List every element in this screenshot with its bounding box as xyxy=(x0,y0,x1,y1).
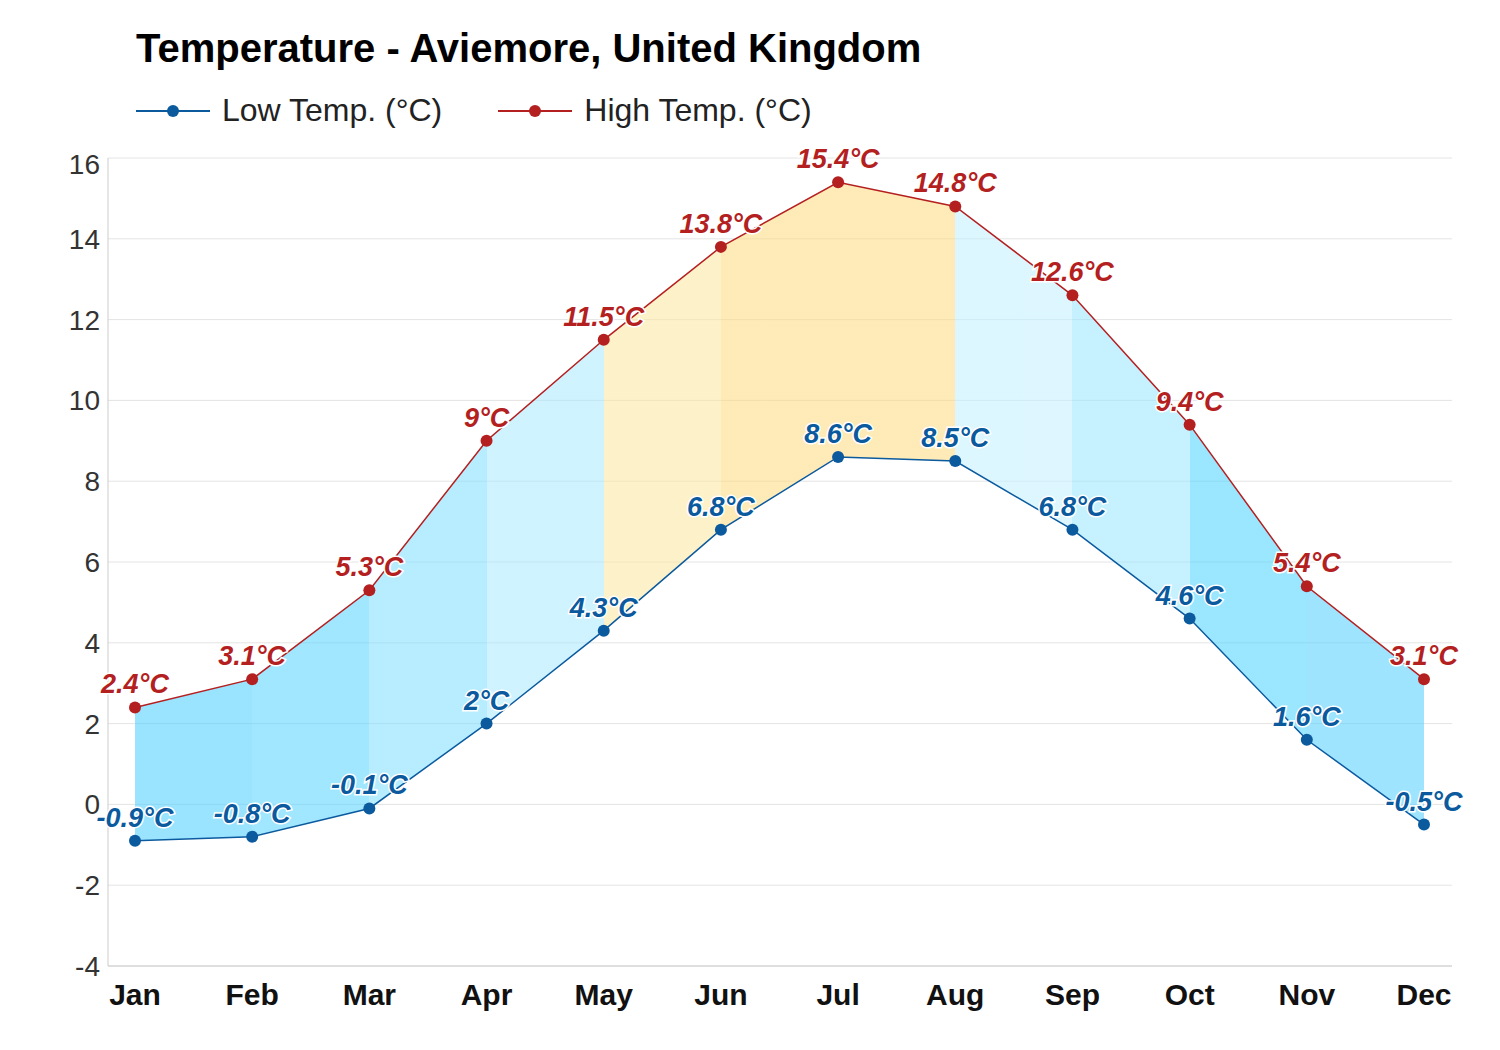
svg-text:11.5°C: 11.5°C xyxy=(563,302,644,332)
svg-text:16: 16 xyxy=(69,149,100,180)
svg-text:14: 14 xyxy=(69,224,100,255)
svg-text:2: 2 xyxy=(84,709,100,740)
html-text:Temperature - Aviemore, United: Temperature - Aviemore, United Kingdom xyxy=(136,26,922,70)
svg-text:1.6°C: 1.6°C xyxy=(1273,702,1341,732)
svg-text:6: 6 xyxy=(84,547,100,578)
svg-text:8.5°C: 8.5°C xyxy=(921,423,989,453)
svg-text:4: 4 xyxy=(84,628,100,659)
svg-text:6.8°C: 6.8°C xyxy=(1039,492,1107,522)
svg-text:Sep: Sep xyxy=(1045,978,1100,1011)
svg-text:-0.8°C: -0.8°C xyxy=(214,799,291,829)
svg-text:Apr: Apr xyxy=(461,978,513,1011)
html-text:Low Temp. (°C): Low Temp. (°C) xyxy=(222,92,443,128)
svg-text:Jan: Jan xyxy=(109,978,161,1011)
svg-text:-0.5°C: -0.5°C xyxy=(1386,787,1463,817)
svg-text:9.4°C: 9.4°C xyxy=(1156,387,1224,417)
svg-text:4.3°C: 4.3°C xyxy=(569,593,638,623)
svg-text:Dec: Dec xyxy=(1396,978,1451,1011)
svg-text:Jul: Jul xyxy=(816,978,859,1011)
svg-text:5.4°C: 5.4°C xyxy=(1273,548,1341,578)
svg-text:Jun: Jun xyxy=(694,978,747,1011)
svg-text:14.8°C: 14.8°C xyxy=(914,168,997,198)
html-text:High Temp. (°C): High Temp. (°C) xyxy=(584,92,812,128)
svg-text:3.1°C: 3.1°C xyxy=(1390,641,1458,671)
svg-text:Aug: Aug xyxy=(926,978,984,1011)
svg-text:8.6°C: 8.6°C xyxy=(804,419,872,449)
svg-text:-2: -2 xyxy=(75,870,100,901)
svg-text:May: May xyxy=(575,978,634,1011)
svg-text:2°C: 2°C xyxy=(463,686,510,716)
svg-text:-0.9°C: -0.9°C xyxy=(97,803,174,833)
svg-text:13.8°C: 13.8°C xyxy=(679,209,762,239)
svg-text:12: 12 xyxy=(69,305,100,336)
svg-text:15.4°C: 15.4°C xyxy=(797,148,880,174)
svg-text:12.6°C: 12.6°C xyxy=(1031,257,1114,287)
svg-text:6.8°C: 6.8°C xyxy=(687,492,755,522)
svg-text:-4: -4 xyxy=(75,951,100,982)
svg-text:3.1°C: 3.1°C xyxy=(218,641,286,671)
svg-text:Oct: Oct xyxy=(1165,978,1215,1011)
svg-text:9°C: 9°C xyxy=(464,403,510,433)
svg-text:2.4°C: 2.4°C xyxy=(100,669,169,699)
svg-text:8: 8 xyxy=(84,466,100,497)
svg-text:5.3°C: 5.3°C xyxy=(335,552,403,582)
svg-text:0: 0 xyxy=(84,789,100,821)
svg-text:Feb: Feb xyxy=(226,978,279,1011)
svg-text:Mar: Mar xyxy=(343,978,397,1011)
svg-text:Nov: Nov xyxy=(1278,978,1335,1011)
svg-text:-0.1°C: -0.1°C xyxy=(331,770,408,800)
svg-text:10: 10 xyxy=(69,385,100,416)
svg-text:4.6°C: 4.6°C xyxy=(1155,581,1224,611)
